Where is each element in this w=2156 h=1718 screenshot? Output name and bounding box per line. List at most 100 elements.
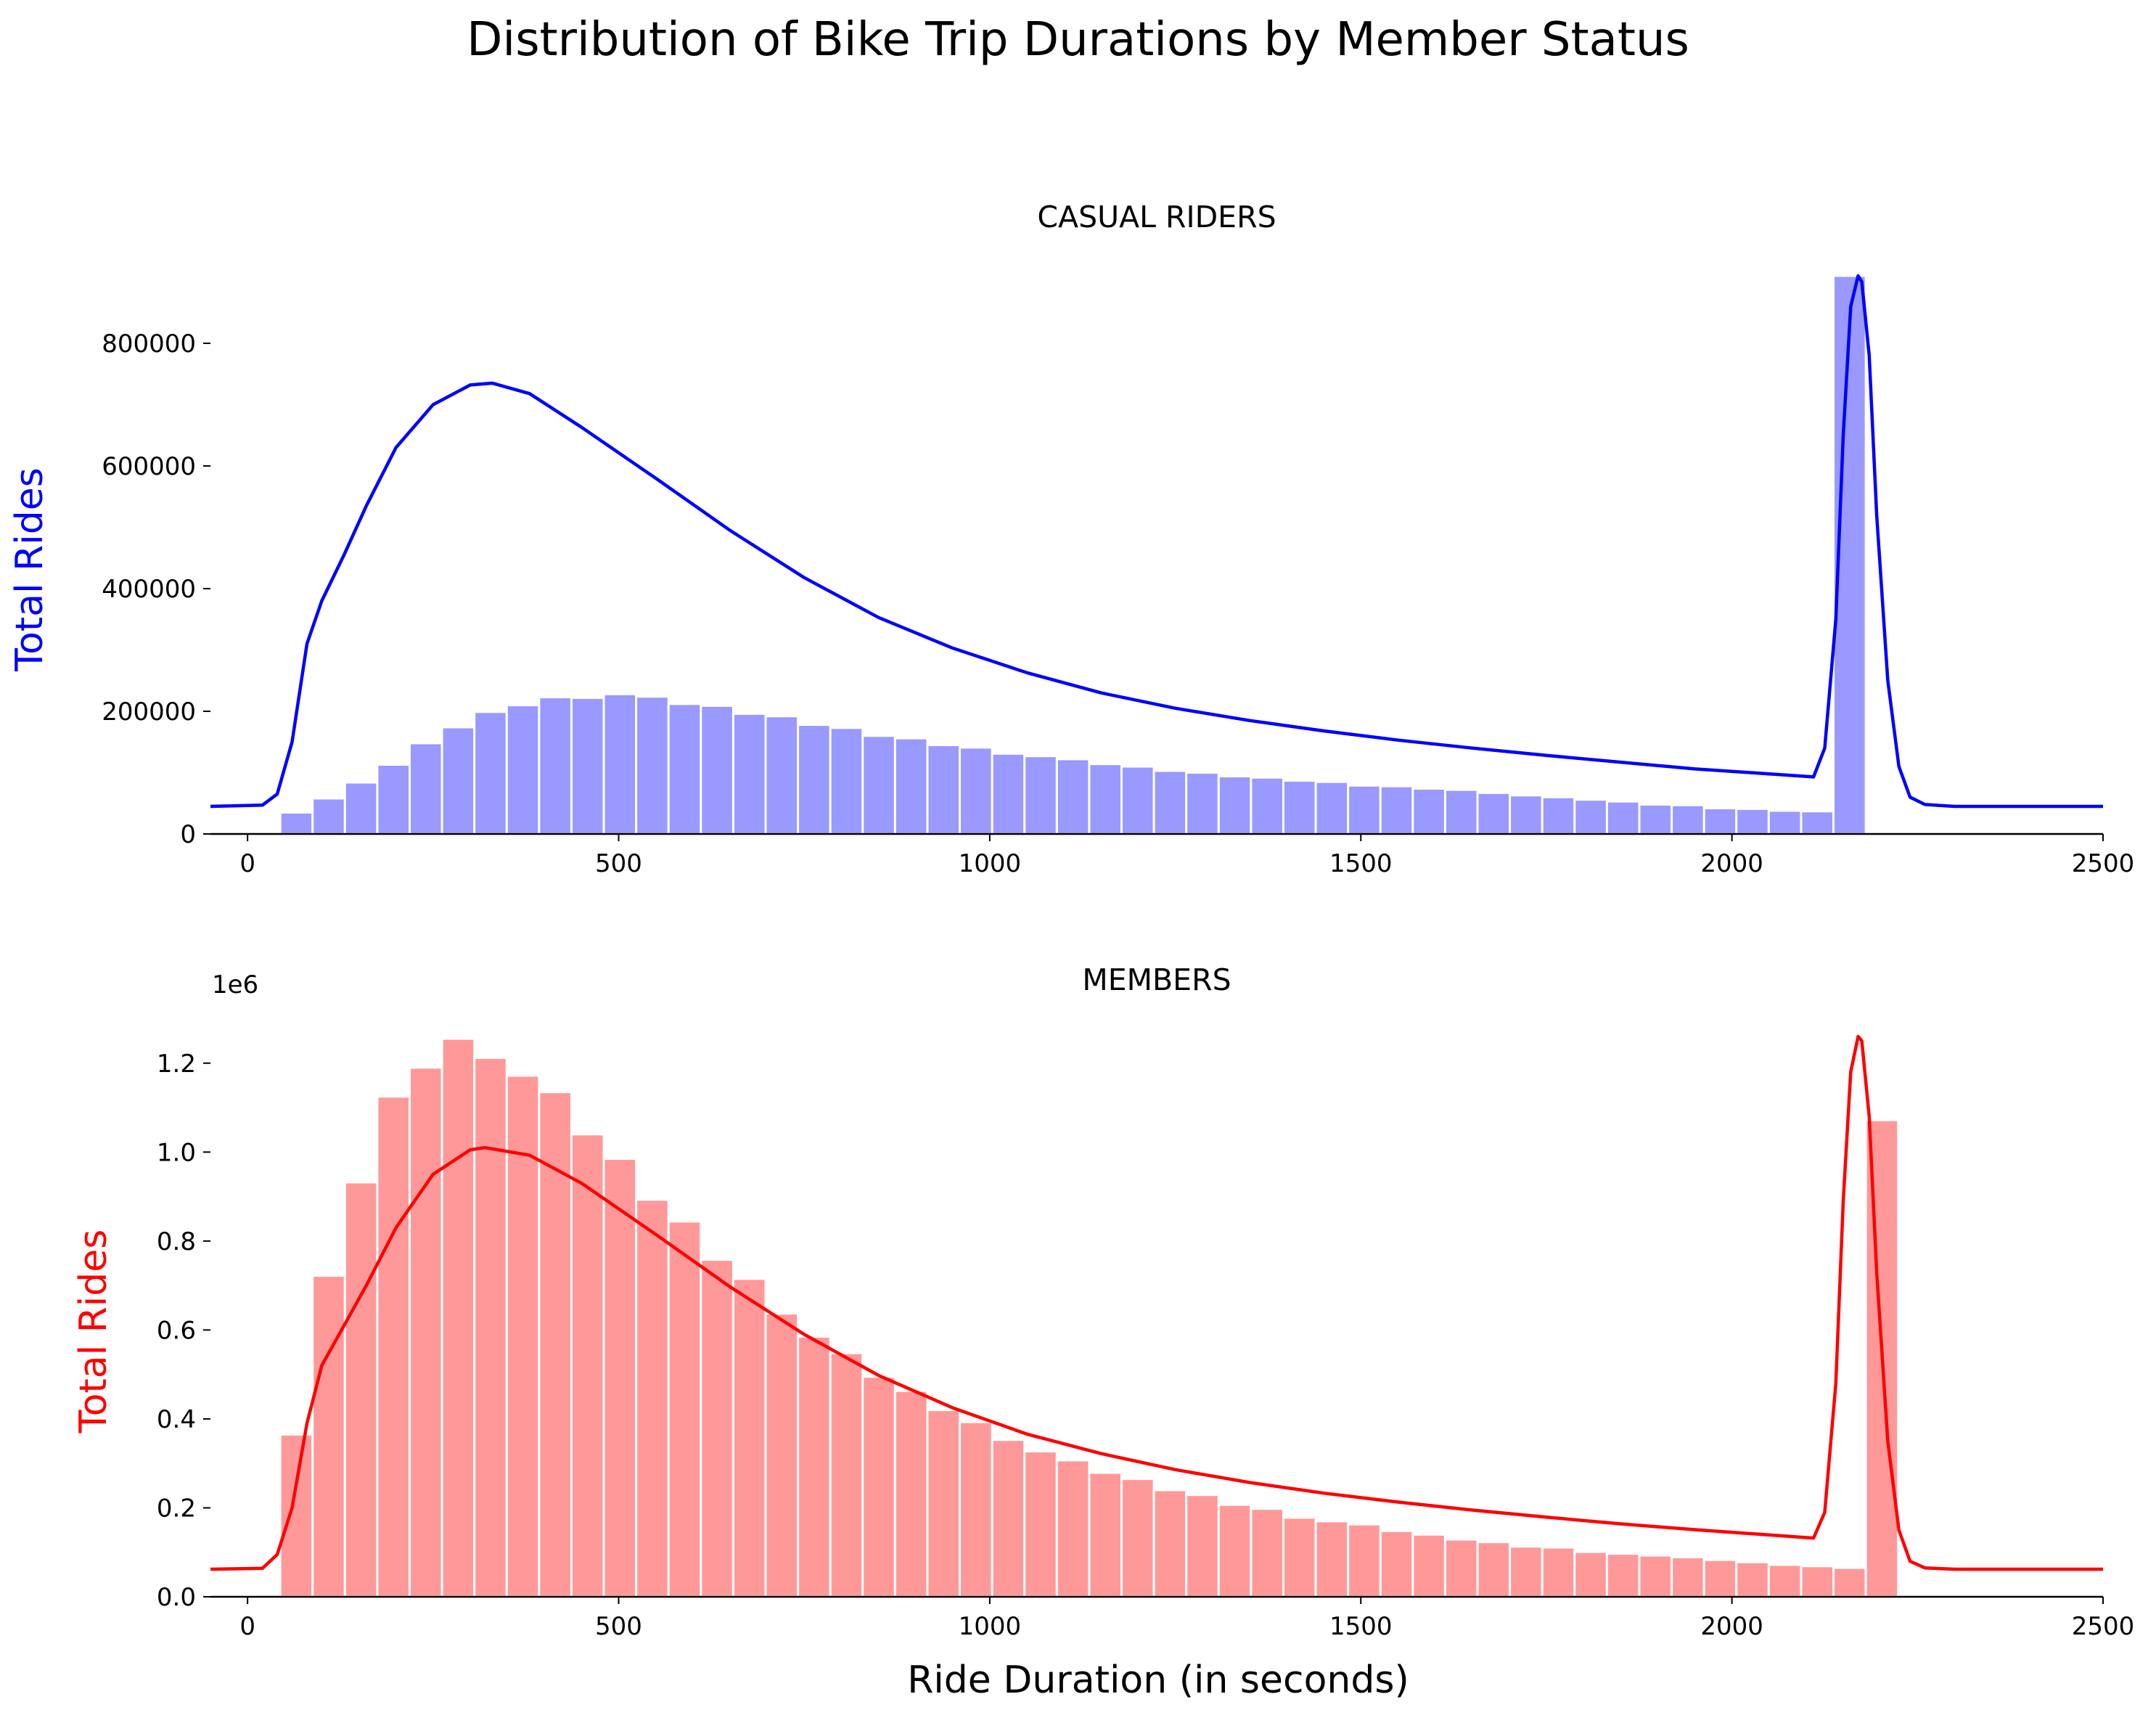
members-bar xyxy=(1638,1554,1673,1598)
members-bar xyxy=(311,1275,346,1598)
casual-y-axis-label: Total Rides xyxy=(8,467,52,672)
members-bar xyxy=(1282,1516,1317,1598)
casual-bar xyxy=(1541,795,1576,835)
casual-bar xyxy=(1573,798,1608,835)
casual-bar xyxy=(343,781,379,835)
members-x-tick-label: 0 xyxy=(239,1612,255,1641)
members-panel: 0 500 1000 1500 2000 2500 0.0 0.2 0.4 0.6 0.8 1.0 1.… xyxy=(72,962,2134,1641)
casual-y-tick-label: 0 xyxy=(180,820,196,849)
members-bar xyxy=(1217,1503,1253,1598)
casual-bar xyxy=(1088,763,1123,835)
members-bar xyxy=(635,1198,670,1598)
casual-riders-panel: 0 500 1000 1500 2000 2500 0 200000 400000 600000 8… xyxy=(8,200,2134,878)
members-bar xyxy=(1605,1553,1641,1598)
members-bar xyxy=(1767,1563,1803,1598)
casual-bar xyxy=(991,752,1026,835)
x-axis-label: Ride Duration (in seconds) xyxy=(907,1658,1409,1702)
members-bar xyxy=(473,1056,508,1598)
casual-bar xyxy=(1282,779,1317,835)
members-bar xyxy=(1671,1555,1705,1598)
casual-bar xyxy=(1411,787,1446,835)
casual-bar xyxy=(959,746,993,835)
casual-bar xyxy=(1250,776,1284,835)
members-y-tick-label: 1.0 xyxy=(157,1138,196,1167)
members-bar xyxy=(1443,1538,1479,1598)
casual-x-tick-label: 2500 xyxy=(2072,849,2135,878)
members-bar xyxy=(440,1037,476,1598)
casual-bar xyxy=(797,724,832,835)
casual-bar xyxy=(731,712,767,835)
members-bar xyxy=(1735,1560,1770,1598)
casual-bar xyxy=(505,704,541,835)
casual-bar xyxy=(1800,810,1835,835)
members-bar xyxy=(764,1312,800,1598)
casual-y-tick-label: 600000 xyxy=(102,452,196,481)
casual-bar xyxy=(1347,784,1382,835)
members-x-tick-label: 2000 xyxy=(1700,1612,1763,1641)
members-bar xyxy=(926,1409,962,1598)
casual-bar xyxy=(1314,780,1350,835)
members-bar xyxy=(570,1133,605,1598)
casual-bar xyxy=(700,704,734,835)
figure-title: Distribution of Bike Trip Durations by M… xyxy=(467,13,1689,67)
casual-x-tick-label: 0 xyxy=(239,849,255,878)
members-bar xyxy=(409,1066,443,1598)
members-bar xyxy=(829,1351,864,1598)
members-bar xyxy=(731,1277,767,1598)
members-y-tick-label: 0.0 xyxy=(157,1583,196,1612)
members-y-tick-label: 0.6 xyxy=(157,1316,196,1345)
members-x-tick-label: 1500 xyxy=(1329,1612,1393,1641)
casual-bar xyxy=(279,811,314,835)
members-bar xyxy=(1573,1550,1608,1598)
members-panel-title: MEMBERS xyxy=(1082,962,1231,997)
members-x-tick-label: 500 xyxy=(595,1612,642,1641)
casual-panel-title: CASUAL RIDERS xyxy=(1037,200,1276,234)
casual-x-tick-label: 1000 xyxy=(959,849,1022,878)
members-bar xyxy=(1120,1478,1155,1598)
casual-bar xyxy=(311,797,346,835)
casual-bar xyxy=(1443,788,1479,835)
casual-x-tick-label: 1500 xyxy=(1329,849,1393,878)
members-bar xyxy=(1509,1545,1544,1598)
members-bar xyxy=(959,1420,993,1598)
members-bar xyxy=(1832,1566,1867,1598)
members-bar xyxy=(893,1389,929,1598)
members-bar xyxy=(1250,1508,1284,1598)
casual-bar xyxy=(893,737,929,835)
casual-bar xyxy=(861,735,896,835)
casual-bar xyxy=(1379,785,1414,835)
casual-bar xyxy=(1767,809,1803,835)
casual-x-tick-label: 500 xyxy=(595,849,642,878)
casual-bar xyxy=(764,715,800,835)
members-y-tick-label: 0.2 xyxy=(157,1494,196,1523)
members-bar xyxy=(1411,1533,1446,1598)
members-density-line xyxy=(210,1034,2103,1571)
casual-bar xyxy=(602,692,638,835)
members-bar xyxy=(667,1220,702,1598)
casual-bar xyxy=(1735,807,1770,835)
members-y-tick-label: 1.2 xyxy=(157,1050,196,1079)
casual-bar xyxy=(926,743,962,835)
members-bar xyxy=(1314,1520,1350,1598)
members-bar xyxy=(1800,1565,1835,1598)
members-bar xyxy=(1476,1541,1512,1598)
members-y-offset-label: 1e6 xyxy=(212,970,258,999)
casual-bar xyxy=(409,742,443,835)
casual-bar xyxy=(1152,769,1188,835)
members-bar xyxy=(1379,1529,1414,1598)
casual-bar xyxy=(376,764,411,835)
members-bar xyxy=(1185,1494,1220,1598)
casual-bar xyxy=(1638,803,1673,835)
members-bar xyxy=(861,1375,896,1598)
casual-bar xyxy=(1476,791,1512,835)
members-bar xyxy=(376,1095,411,1598)
casual-bar xyxy=(1605,800,1641,835)
members-bar xyxy=(1088,1471,1123,1598)
casual-bar xyxy=(538,696,573,835)
casual-bar xyxy=(1023,755,1058,835)
members-bar xyxy=(343,1181,379,1598)
casual-bar xyxy=(1217,775,1253,835)
members-x-tick-label: 2500 xyxy=(2072,1612,2135,1641)
members-bar xyxy=(797,1335,832,1598)
